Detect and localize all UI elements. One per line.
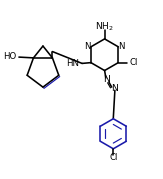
- Text: HN: HN: [66, 59, 79, 68]
- Text: N: N: [119, 42, 125, 51]
- Text: Cl: Cl: [130, 58, 138, 67]
- Text: N: N: [111, 84, 118, 93]
- Text: N: N: [103, 75, 110, 84]
- Text: HO: HO: [3, 52, 16, 61]
- Text: NH$_2$: NH$_2$: [95, 20, 114, 33]
- Text: Cl: Cl: [109, 153, 118, 162]
- Text: N: N: [84, 42, 91, 51]
